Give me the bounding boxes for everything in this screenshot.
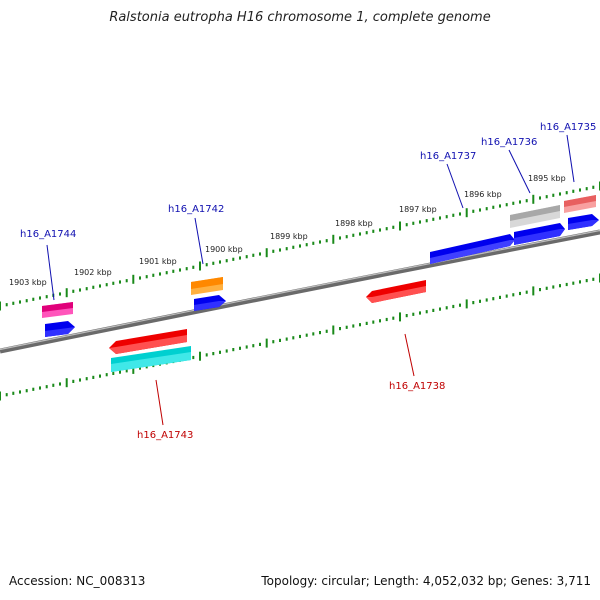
kbp-label: 1903 kbp: [9, 278, 47, 287]
map-title: Ralstonia eutropha H16 chromosome 1, com…: [109, 10, 491, 25]
kbp-label: 1899 kbp: [270, 232, 308, 241]
kbp-label: 1896 kbp: [464, 190, 502, 199]
gene-label-h16-a1737[interactable]: h16_A1737: [420, 151, 476, 162]
upper-scale-ticks: [0, 181, 600, 311]
kbp-label: 1901 kbp: [139, 257, 177, 266]
gene-feature-h16-a1735[interactable]: [564, 195, 596, 213]
kbp-label: 1900 kbp: [205, 245, 243, 254]
chromosome-backbone-highlight: [0, 229, 600, 351]
chromosome-backbone: [0, 229, 600, 354]
gene-feature-h16-a1736[interactable]: [510, 205, 560, 228]
reverse-strand-features: [109, 280, 426, 372]
gene-feature-h16-a1742[interactable]: [191, 277, 223, 295]
gene-arrow-reverse[interactable]: [109, 329, 187, 354]
gene-arrow-forward[interactable]: [194, 295, 226, 311]
gene-arrow-h16-a1738[interactable]: [366, 280, 426, 303]
gene-arrow-forward[interactable]: [45, 321, 75, 337]
gene-arrow-forward[interactable]: [514, 223, 565, 245]
accession-text: Accession: NC_008313: [9, 574, 146, 588]
forward-strand-features: [42, 195, 599, 337]
kbp-label: 1897 kbp: [399, 205, 437, 214]
gene-label-h16-a1743[interactable]: h16_A1743: [137, 430, 193, 441]
gene-feature-h16-a1744[interactable]: [42, 302, 73, 318]
kbp-label: 1895 kbp: [528, 174, 566, 183]
gene-label-h16-a1744[interactable]: h16_A1744: [20, 229, 76, 240]
gene-arrow-h16-a1737[interactable]: [430, 234, 515, 264]
gene-label-h16-a1735[interactable]: h16_A1735: [540, 122, 596, 133]
gene-label-leaders: [46, 134, 575, 426]
kbp-label: 1898 kbp: [335, 219, 373, 228]
gene-labels: h16_A1744 h16_A1742 h16_A1737 h16_A1736 …: [20, 122, 596, 441]
gene-label-h16-a1736[interactable]: h16_A1736: [481, 137, 537, 148]
gene-label-h16-a1742[interactable]: h16_A1742: [168, 204, 224, 215]
kbp-scale-labels: 1903 kbp 1902 kbp 1901 kbp 1900 kbp 1899…: [9, 174, 566, 287]
gene-label-h16-a1738[interactable]: h16_A1738: [389, 381, 445, 392]
gene-feature-h16-a1743[interactable]: [111, 346, 191, 372]
gene-arrow-forward[interactable]: [568, 214, 599, 230]
kbp-label: 1902 kbp: [74, 268, 112, 277]
genome-summary-text: Topology: circular; Length: 4,052,032 bp…: [261, 574, 591, 588]
